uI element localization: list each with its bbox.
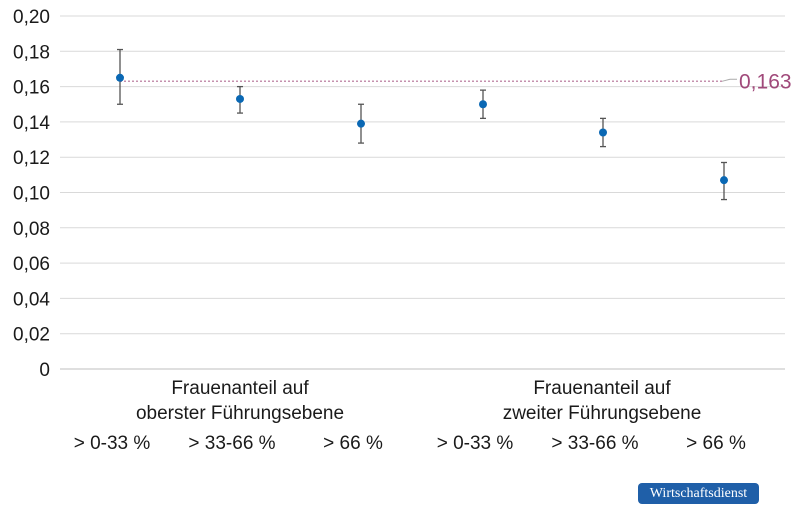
data-point [357,119,365,128]
x-category-label: > 33-66 % [188,433,275,454]
reference-leader [721,78,737,82]
y-tick-label: 0,18 [13,42,50,63]
data-point [599,128,607,137]
y-tick-label: 0 [39,360,50,381]
reference-label: 0,163 [739,70,792,93]
group-label: zweiter Führungsebene [503,403,702,424]
y-tick-label: 0,10 [13,184,50,205]
x-category-label: > 66 % [686,433,746,454]
y-tick-label: 0,16 [13,78,50,99]
y-tick-label: 0,02 [13,325,50,346]
data-point [479,100,487,109]
data-point [720,176,728,185]
y-tick-label: 0,04 [13,289,50,310]
group-label: oberster Führungsebene [136,403,344,424]
x-category-label: > 0-33 % [74,433,151,454]
x-category-label: > 0-33 % [437,433,514,454]
brand-logo: Wirtschaftsdienst [638,483,759,504]
y-tick-label: 0,06 [13,254,50,275]
data-point [116,73,124,82]
x-category-label: > 33-66 % [551,433,638,454]
y-tick-label: 0,08 [13,219,50,240]
data-point [236,94,244,103]
group-label: Frauenanteil auf [171,378,309,399]
y-tick-label: 0,12 [13,148,50,169]
y-tick-label: 0,14 [13,113,50,134]
y-tick-label: 0,20 [13,7,50,28]
group-label: Frauenanteil auf [533,378,671,399]
x-category-label: > 66 % [323,433,383,454]
